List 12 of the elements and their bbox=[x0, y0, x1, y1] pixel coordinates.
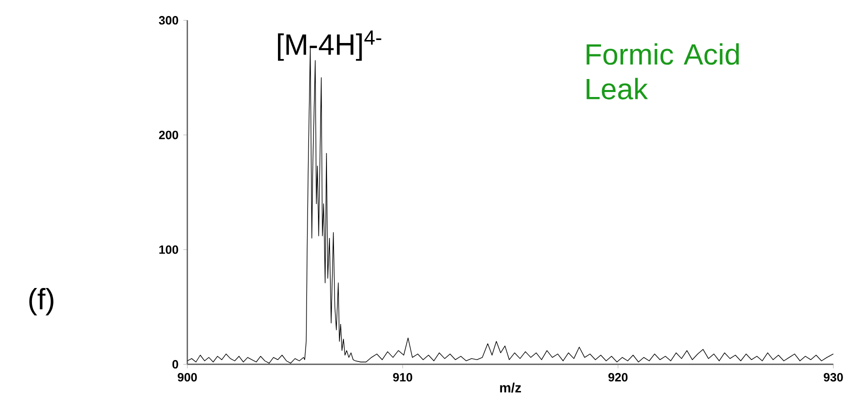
x-tick-label: 910 bbox=[393, 373, 412, 382]
x-axis-title: m/z bbox=[500, 382, 521, 393]
annotation: Formic Acid Leak bbox=[586, 43, 739, 100]
y-tick-label: 0 bbox=[172, 360, 178, 369]
y-tick-label: 200 bbox=[159, 130, 178, 140]
y-tick-label: 300 bbox=[158, 16, 178, 25]
y-tick-label: 100 bbox=[159, 245, 178, 254]
annotation: [M-4H]$^{4-}$ bbox=[278, 30, 382, 61]
x-tick-label: 920 bbox=[608, 373, 628, 382]
text: (f) bbox=[29, 288, 54, 316]
x-tick-label: 930 bbox=[824, 373, 843, 382]
x-tick-label: 900 bbox=[178, 373, 197, 382]
